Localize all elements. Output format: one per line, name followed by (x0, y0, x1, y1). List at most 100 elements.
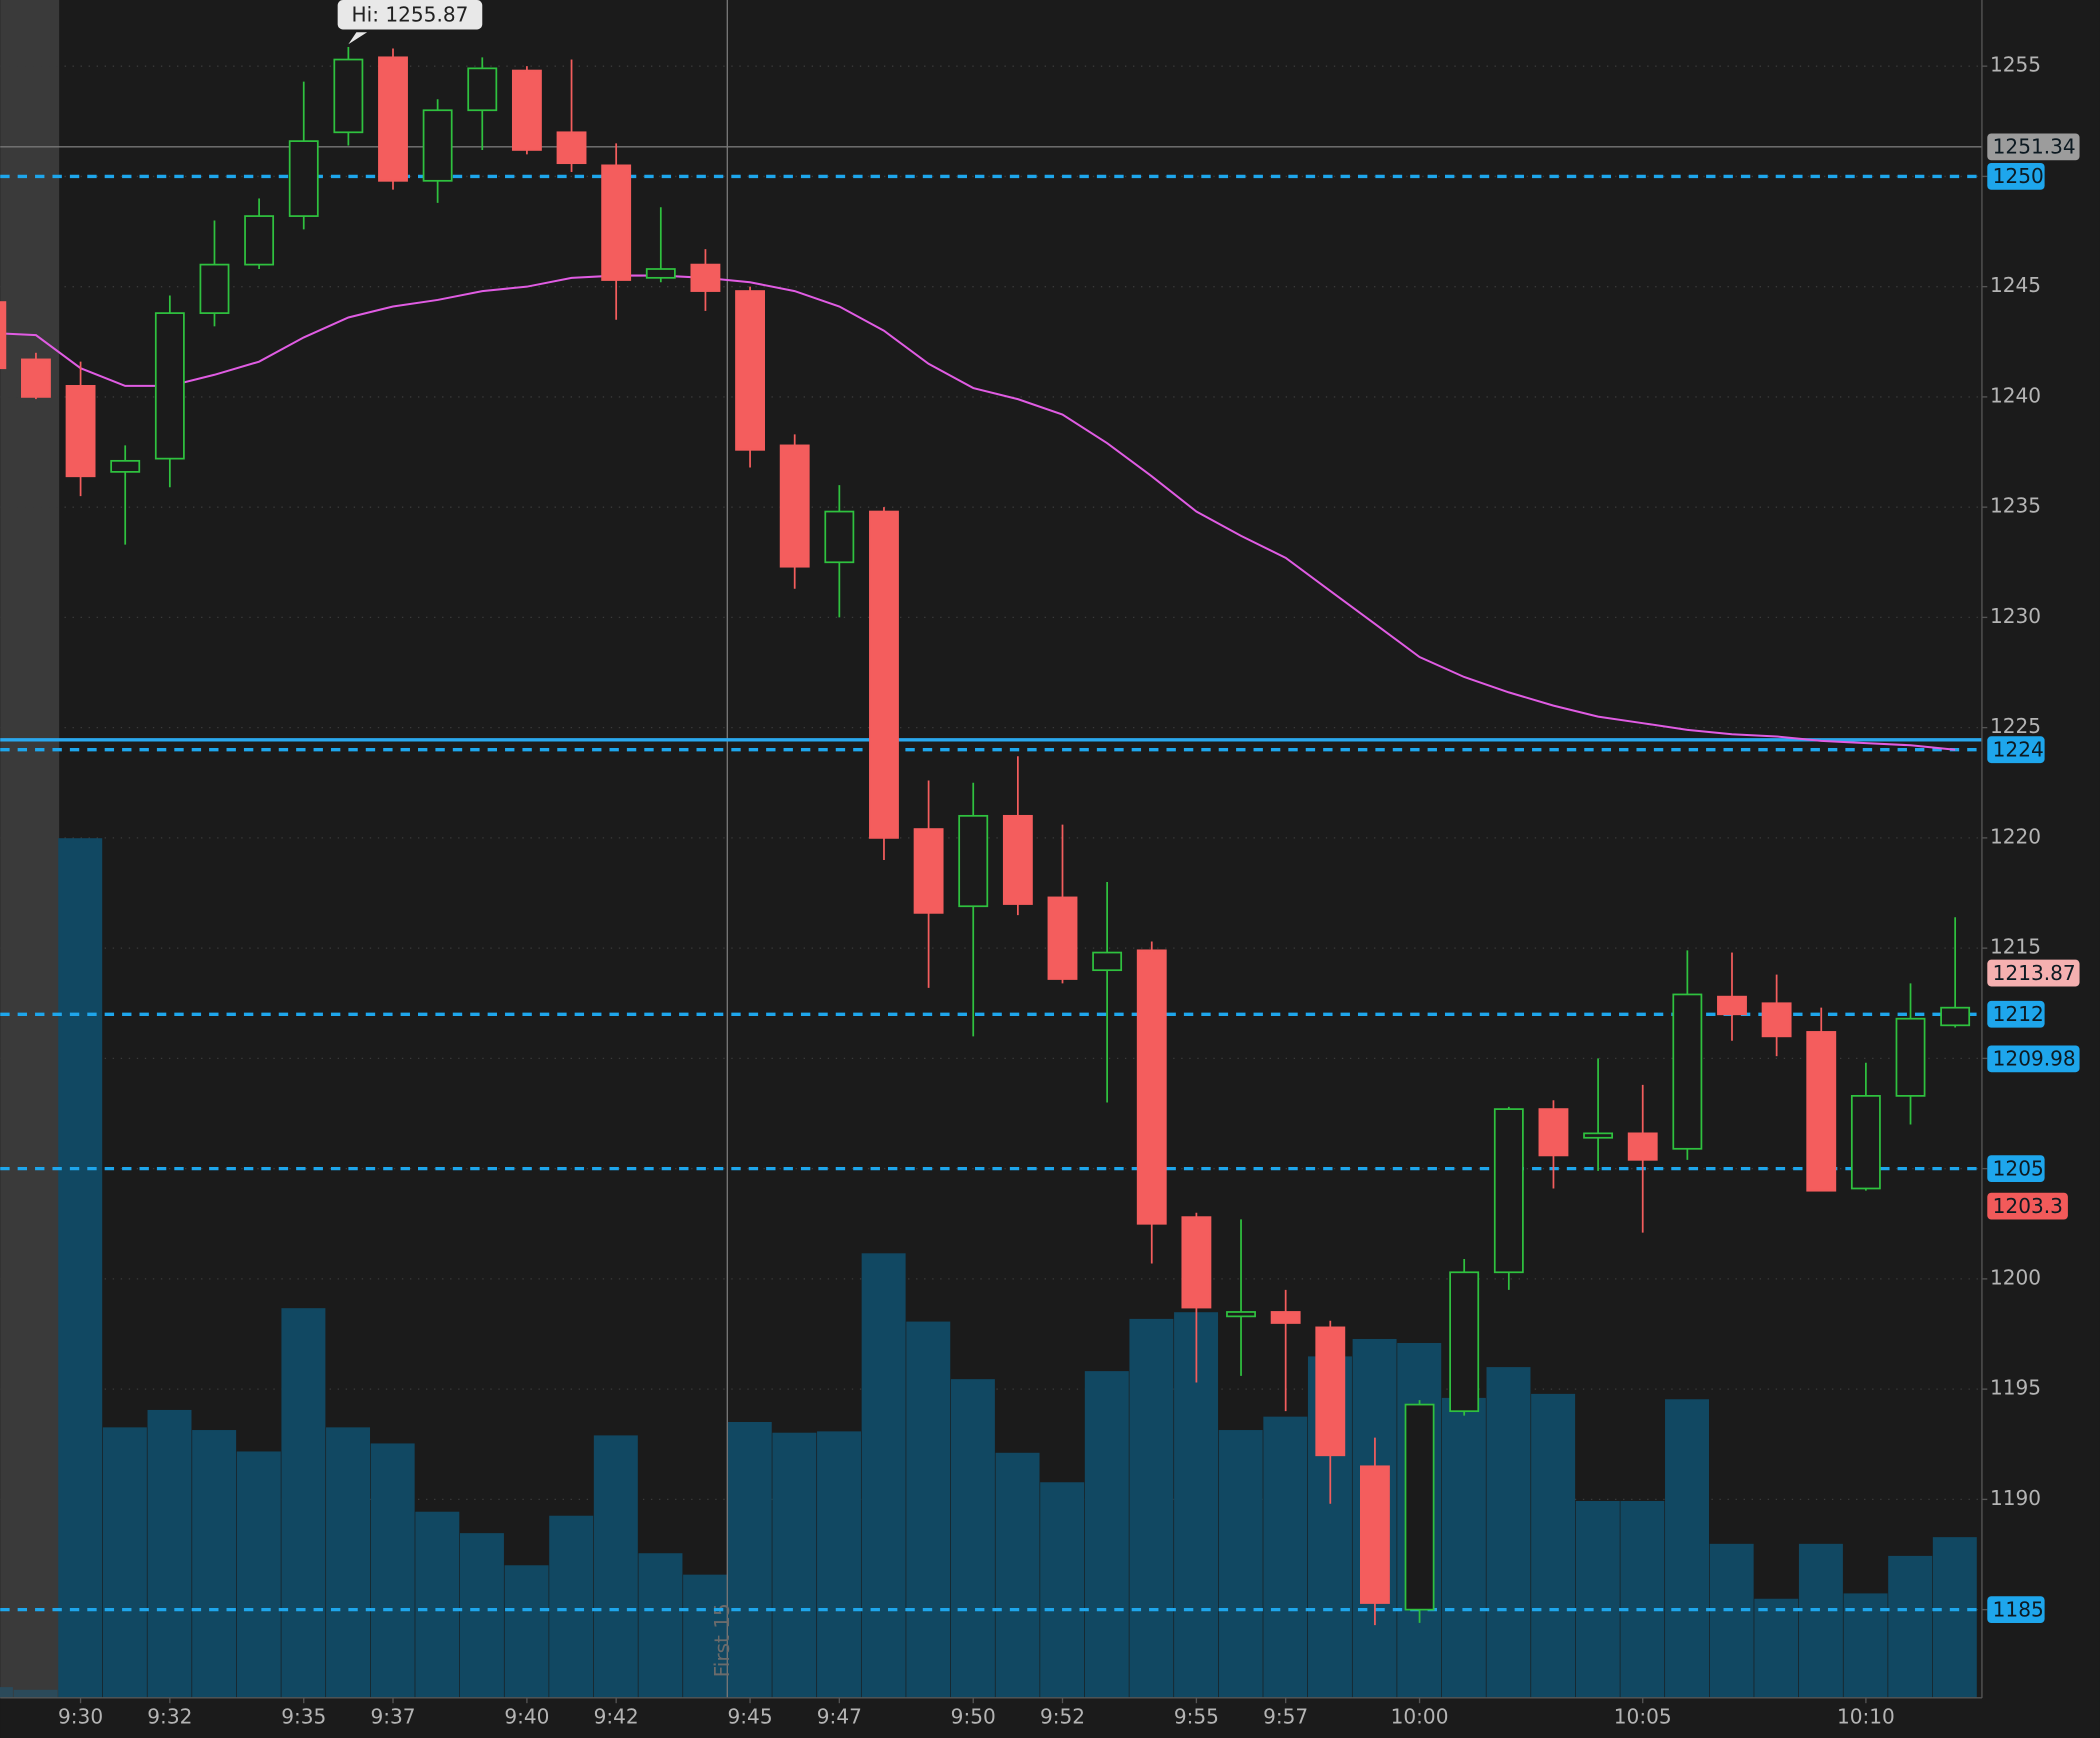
candle-body (1047, 896, 1078, 980)
volume-bar (683, 1574, 728, 1698)
y-tick-label: 1200 (1990, 1265, 2041, 1289)
y-tick-label: 1240 (1990, 383, 2041, 407)
candle-body (1092, 951, 1123, 972)
volume-bar (504, 1565, 549, 1698)
price-tags: 1251.34 1250 1224 1213.87 1212 1209.98 1205 120… (1987, 133, 2080, 1624)
price-tag (1987, 1000, 2045, 1028)
volume-bar (638, 1553, 683, 1698)
candle-body (1493, 1108, 1524, 1274)
volume-bar (906, 1321, 951, 1698)
candle-body (1940, 1006, 1971, 1027)
price-tag (1987, 1155, 2045, 1183)
annotation-box (337, 0, 483, 30)
volume-bar (415, 1511, 460, 1698)
candle-body (333, 58, 364, 134)
candle-body (1404, 1403, 1435, 1611)
price-tag-label: 1250 (1993, 164, 2044, 188)
candle-body (1136, 949, 1167, 1225)
y-tick-label: 1190 (1990, 1486, 2041, 1510)
candle-body (378, 56, 408, 182)
volume-bar (1575, 1501, 1620, 1698)
session-marker-label: First 15 (710, 1603, 734, 1677)
price-tag (1987, 736, 2045, 764)
price-tag-label: 1185 (1993, 1597, 2044, 1621)
volume-bar (0, 1687, 13, 1698)
candle-body (1538, 1108, 1569, 1157)
candle-body (154, 312, 185, 460)
y-tick-label: 1245 (1990, 273, 2041, 297)
y-tick-label: 1215 (1990, 935, 2041, 959)
candle-body (1895, 1017, 1926, 1097)
candle-body (824, 510, 855, 564)
price-tag (1987, 1596, 2045, 1624)
volume-bar (549, 1515, 594, 1698)
ma-layer (0, 274, 1956, 751)
candle-body (690, 263, 721, 292)
y-tick-label: 1225 (1990, 714, 2041, 738)
volume-bar (102, 1427, 147, 1698)
x-tick-label: 9:47 (817, 1704, 862, 1728)
candle-body (199, 263, 230, 314)
volume-bar (192, 1430, 237, 1698)
price-tag (1987, 1045, 2080, 1073)
volume-bar (995, 1452, 1040, 1698)
volume-bar (1665, 1399, 1710, 1698)
candle-body (1270, 1311, 1301, 1324)
x-tick-label: 9:42 (594, 1704, 639, 1728)
volume-bar (281, 1308, 326, 1698)
candle-body (869, 510, 899, 839)
y-tick-label: 1255 (1990, 53, 2041, 77)
volume-bar (236, 1451, 281, 1698)
candle-body (556, 131, 587, 165)
annotation-layer: Hi: 1255.87 (337, 0, 483, 45)
candle-body (1672, 993, 1703, 1150)
y-tick-label: 1220 (1990, 824, 2041, 848)
volume-bar (593, 1435, 638, 1698)
volume-bar (772, 1432, 817, 1698)
candle-body (422, 109, 453, 182)
x-tick-label: 10:10 (1837, 1704, 1895, 1728)
x-tick-label: 9:57 (1263, 1704, 1308, 1728)
volume-bar (326, 1427, 371, 1698)
price-tag-label: 1224 (1993, 738, 2044, 762)
candles (0, 46, 1971, 1626)
x-tick-label: 9:32 (147, 1704, 192, 1728)
volume-bar (13, 1689, 58, 1698)
volume-bar (1531, 1393, 1576, 1698)
candle-body (1449, 1271, 1480, 1413)
price-tag-label: 1212 (1993, 1002, 2044, 1026)
candle-body (735, 290, 765, 451)
price-tag-label: 1205 (1993, 1156, 2044, 1180)
volume-bar (861, 1253, 906, 1698)
volume-bar (1084, 1371, 1129, 1698)
candle-body (110, 459, 141, 473)
volume-bar (1263, 1416, 1308, 1698)
x-tick-label: 9:55 (1174, 1704, 1219, 1728)
price-tag-label: 1251.34 (1993, 135, 2076, 159)
volume-bar (1218, 1430, 1263, 1698)
candle-body (1226, 1311, 1256, 1318)
candle-body (1806, 1031, 1837, 1192)
price-tag (1987, 163, 2045, 190)
moving-average (0, 274, 1956, 751)
volume-bar (1709, 1543, 1754, 1698)
candle-body (1850, 1095, 1881, 1190)
volume-bar (1620, 1501, 1665, 1698)
volume-bar (147, 1409, 192, 1698)
candle-body (467, 67, 498, 112)
level-lines (0, 146, 1982, 1612)
volume-bar (1798, 1543, 1843, 1698)
y-tick-label: 1195 (1990, 1376, 2041, 1400)
price-tag (1987, 959, 2080, 987)
y-tick-label: 1235 (1990, 494, 2041, 518)
candle-body (1315, 1326, 1346, 1457)
x-tick-label: 10:05 (1614, 1704, 1672, 1728)
volume-bar (1486, 1367, 1531, 1698)
volume-bar (459, 1533, 504, 1698)
volume-bar (1441, 1397, 1486, 1698)
x-tick-label: 9:52 (1040, 1704, 1085, 1728)
price-tag (1987, 133, 2080, 161)
candle-body (1627, 1132, 1658, 1161)
x-tick-label: 9:45 (728, 1704, 773, 1728)
candle-body (1583, 1132, 1614, 1139)
